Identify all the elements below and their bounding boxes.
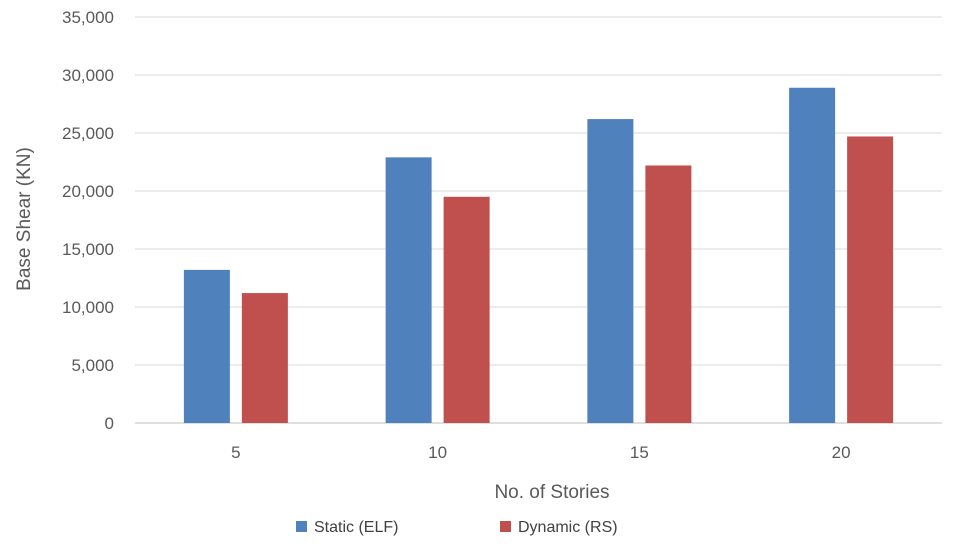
bar-static-5 (183, 269, 230, 423)
bar-static-20 (789, 87, 836, 423)
bar-dynamic-20 (847, 136, 894, 424)
legend-swatch (500, 521, 511, 532)
legend-item-dynamic: Dynamic (RS) (500, 519, 618, 536)
y-tick-label: 30,000 (62, 66, 114, 85)
y-tick-label: 15,000 (62, 240, 114, 259)
legend-label: Static (ELF) (314, 519, 398, 536)
y-tick-label: 35,000 (62, 8, 114, 27)
y-tick-label: 0 (105, 414, 114, 433)
y-tick-label: 10,000 (62, 298, 114, 317)
x-tick-label: 20 (832, 443, 851, 462)
x-axis-title: No. of Stories (494, 482, 609, 503)
bar-dynamic-10 (443, 196, 490, 423)
bar-dynamic-5 (241, 293, 288, 423)
y-tick-label: 5,000 (71, 356, 114, 375)
bar-static-10 (385, 157, 432, 424)
y-axis-title: Base Shear (KN) (14, 147, 35, 291)
legend-label: Dynamic (RS) (518, 519, 618, 536)
bars (183, 87, 894, 424)
legend-item-static: Static (ELF) (296, 519, 398, 536)
x-tick-label: 10 (428, 443, 447, 462)
y-tick-label: 25,000 (62, 124, 114, 143)
y-axis-tick-labels: 0 5,000 10,000 15,000 20,000 25,000 30,000 35,0… (62, 8, 114, 433)
bar-static-15 (587, 119, 634, 423)
x-tick-label: 15 (630, 443, 649, 462)
legend: Static (ELF) Dynamic (RS) (296, 519, 618, 536)
x-axis-tick-labels: 5 10 15 20 (231, 443, 850, 462)
x-tick-label: 5 (231, 443, 240, 462)
bar-dynamic-15 (645, 165, 692, 424)
y-tick-label: 20,000 (62, 182, 114, 201)
legend-swatch (296, 521, 307, 532)
